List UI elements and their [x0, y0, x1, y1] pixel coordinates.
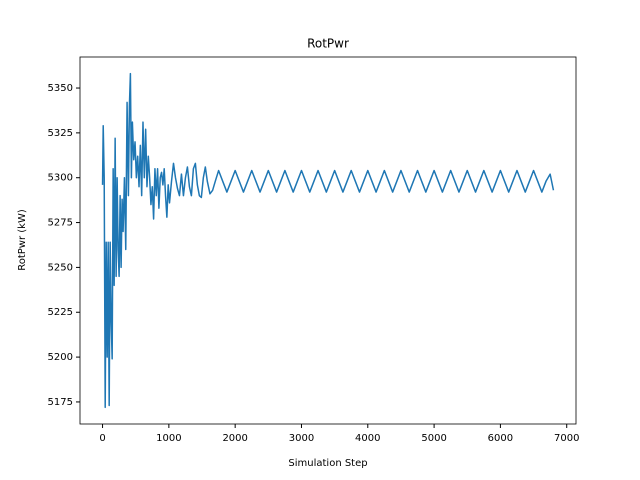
x-axis-label: Simulation Step [288, 458, 367, 469]
y-tick-label: 5250 [48, 262, 73, 273]
x-tick-label: 5000 [421, 433, 446, 444]
y-axis-label: RotPwr (kW) [17, 209, 28, 271]
y-tick-label: 5325 [48, 128, 73, 139]
data-line [101, 72, 555, 409]
y-tick-label: 5200 [48, 352, 73, 363]
plot-frame [79, 56, 577, 425]
x-tick-label: 0 [99, 433, 105, 444]
y-tick-label: 5225 [48, 307, 73, 318]
x-tick-label: 7000 [554, 433, 579, 444]
x-tick-label: 4000 [355, 433, 380, 444]
x-tick-label: 3000 [289, 433, 314, 444]
y-tick-label: 5175 [48, 397, 73, 408]
chart-title: RotPwr [307, 37, 349, 51]
y-tick-label: 5275 [48, 218, 73, 229]
x-tick-label: 2000 [222, 433, 247, 444]
x-tick-label: 1000 [156, 433, 181, 444]
y-tick-label: 5350 [48, 83, 73, 94]
y-tick-label: 5300 [48, 173, 73, 184]
x-tick-label: 6000 [488, 433, 513, 444]
